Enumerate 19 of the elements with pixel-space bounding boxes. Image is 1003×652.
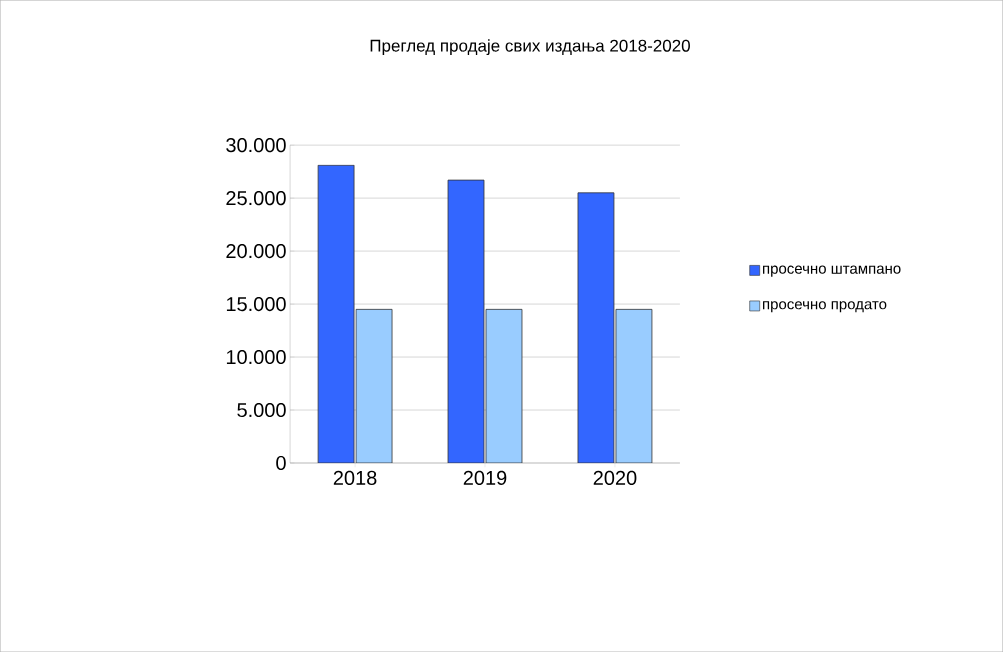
y-tick-label: 30.000	[226, 138, 286, 153]
x-tick-label: 2018	[333, 470, 377, 485]
y-tick-label: 25.000	[226, 190, 286, 206]
y-tick-label: 5.000	[237, 402, 286, 418]
y-tick-label: 0	[276, 455, 286, 471]
bar	[355, 308, 393, 463]
bar	[485, 308, 523, 463]
bar	[317, 164, 355, 463]
x-tick-label: 2019	[463, 470, 507, 485]
x-tick-label: 2020	[593, 470, 637, 485]
bar	[615, 308, 653, 463]
chart-title: Преглед продаје свих издања 2018-2020	[370, 39, 690, 56]
legend-label: просечно штампано	[763, 265, 901, 277]
bar	[577, 192, 615, 463]
y-tick-label: 15.000	[226, 296, 286, 312]
y-tick-label: 10.000	[226, 349, 286, 365]
bar	[447, 179, 485, 463]
y-tick-label: 20.000	[226, 243, 286, 259]
legend-label: просечно продато	[763, 301, 887, 313]
